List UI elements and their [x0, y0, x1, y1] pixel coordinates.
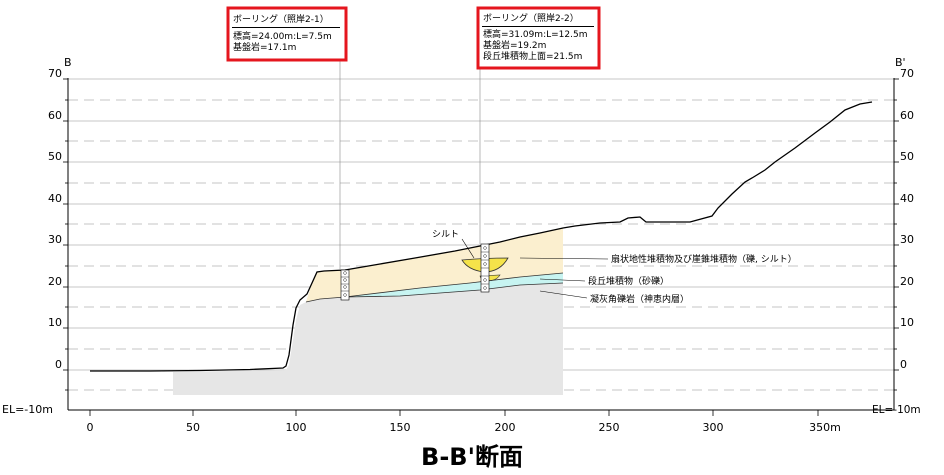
- bottom-axis-ticks: [89, 410, 819, 416]
- y-tick-label: 60: [900, 109, 914, 122]
- section-title: B-B'断面: [421, 443, 523, 471]
- y-axis-bottom-label: EL=-10m: [872, 404, 921, 416]
- y-tick-label: 10: [48, 316, 62, 329]
- section-end-left: B: [64, 56, 72, 69]
- borehole-1-elevation: 標高=24.00m:L=7.5m: [233, 30, 332, 42]
- borehole-2-bedrock: 基盤岩=19.2m: [483, 39, 546, 51]
- y-tick-label: 20: [48, 275, 62, 288]
- y-tick-label: 20: [900, 275, 914, 288]
- y-tick-label: 60: [48, 109, 62, 122]
- x-tick-label: 350m: [809, 421, 841, 434]
- fan-deposit-leader: [519, 257, 609, 260]
- bottom-axis-labels: 0 50 100 150 200 250 300 350m: [87, 421, 841, 434]
- x-tick-label: 200: [495, 421, 516, 434]
- y-tick-label: 0: [900, 358, 907, 371]
- terrace-deposit-label: 段丘堆積物（砂礫）: [588, 275, 669, 287]
- tuff-breccia-leader: [539, 290, 588, 299]
- right-axis-labels: 70 60 50 40 30 20 10 0 EL=-10m: [872, 67, 921, 416]
- terrace-deposit-leader: [539, 278, 586, 282]
- silt-label: シルト: [432, 230, 459, 240]
- borehole-1-title: ボーリング（照岸2-1）: [233, 13, 329, 25]
- left-axis-ticks: [63, 78, 68, 391]
- x-tick-label: 250: [599, 421, 620, 434]
- silt-leader: [461, 238, 475, 259]
- borehole-callout-1: ボーリング（照岸2-1） 標高=24.00m:L=7.5m 基盤岩=17.1m: [226, 6, 348, 62]
- y-tick-label: 0: [55, 358, 62, 371]
- section-end-right: B': [895, 56, 906, 69]
- x-tick-label: 100: [286, 421, 307, 434]
- fan-deposit-label: 扇状地性堆積物及び崖錐堆積物（礫, シルト）: [611, 253, 797, 265]
- x-tick-label: 0: [87, 421, 94, 434]
- y-tick-label: 30: [900, 233, 914, 246]
- ground-surface-line: [90, 101, 873, 372]
- x-tick-label: 150: [390, 421, 411, 434]
- y-tick-label: 70: [48, 67, 62, 80]
- y-tick-label: 70: [900, 67, 914, 80]
- fan-deposit-layer: [306, 228, 563, 302]
- terrace-top-boundary: [344, 272, 564, 298]
- y-tick-label: 40: [48, 192, 62, 205]
- borehole-2-column: [480, 243, 490, 293]
- bedrock-layer: [173, 283, 563, 395]
- tuff-breccia-label: 凝灰角礫岩（神恵内層）: [590, 293, 689, 305]
- borehole-2-title: ボーリング（照岸2-2）: [483, 12, 579, 24]
- y-tick-label: 40: [900, 192, 914, 205]
- borehole-2-terrace-top: 段丘堆積物上面=21.5m: [483, 50, 582, 62]
- y-tick-label: 50: [900, 150, 914, 163]
- y-axis-bottom-label: EL=-10m: [2, 403, 53, 416]
- right-axis-ticks: [894, 78, 899, 391]
- bedrock-top-boundary: [305, 282, 564, 303]
- borehole-callout-2: ボーリング（照岸2-2） 標高=31.09m:L=12.5m 基盤岩=19.2m…: [476, 6, 601, 70]
- borehole-1-bedrock: 基盤岩=17.1m: [233, 41, 296, 53]
- x-tick-label: 300: [703, 421, 724, 434]
- x-tick-label: 50: [186, 421, 200, 434]
- left-axis-labels: 70 60 50 40 30 20 10 0 EL=-10m: [2, 67, 62, 416]
- borehole-1-column: [340, 269, 350, 301]
- y-tick-label: 10: [900, 316, 914, 329]
- y-tick-label: 30: [48, 233, 62, 246]
- borehole-2-elevation: 標高=31.09m:L=12.5m: [483, 28, 587, 40]
- y-tick-label: 50: [48, 150, 62, 163]
